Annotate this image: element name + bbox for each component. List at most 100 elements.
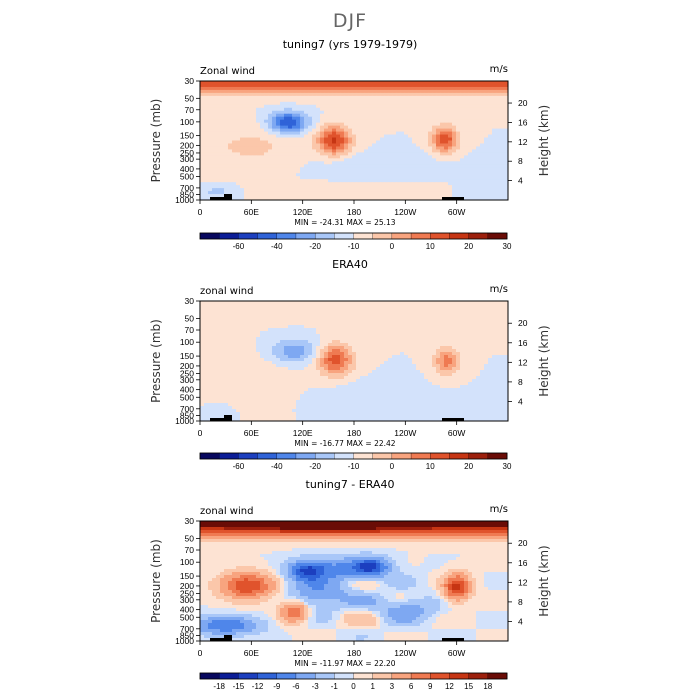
heatmap-cell [364, 188, 369, 192]
heatmap-cell [208, 110, 213, 115]
heatmap-cell [452, 343, 457, 347]
heatmap-cell [448, 155, 453, 159]
heatmap-cell [332, 191, 337, 195]
heatmap-cell [456, 358, 461, 362]
heatmap-cell [276, 337, 281, 341]
heatmap-cell [400, 340, 405, 344]
heatmap-cell [252, 140, 257, 144]
heatmap-cell [460, 194, 465, 198]
heatmap-cell [248, 170, 253, 174]
heatmap-cell [472, 358, 477, 362]
heatmap-cell [420, 179, 425, 183]
heatmap-cell [300, 104, 305, 109]
heatmap-cell [292, 355, 297, 359]
heatmap-cell [336, 185, 341, 189]
heatmap-cell [352, 194, 357, 198]
heatmap-cell [384, 149, 389, 153]
heatmap-cell [212, 325, 217, 329]
heatmap-cell [384, 364, 389, 368]
heatmap-cell [372, 319, 377, 323]
heatmap-cell [232, 167, 237, 171]
heatmap-cell [452, 107, 457, 112]
heatmap-cell [232, 107, 237, 112]
heatmap-cell [212, 131, 217, 136]
heatmap-cell [496, 113, 501, 118]
heatmap-cell [236, 86, 241, 91]
heatmap-cell [300, 176, 305, 180]
heatmap-cell [308, 110, 313, 115]
heatmap-cell [336, 325, 341, 329]
heatmap-cell [236, 149, 241, 153]
heatmap-cell [460, 182, 465, 186]
heatmap-cell [228, 81, 233, 85]
heatmap-cell [200, 197, 205, 201]
heatmap-cell [384, 301, 389, 305]
heatmap-cell [216, 316, 221, 320]
heatmap-cell [204, 179, 209, 183]
heatmap-cell [260, 322, 265, 326]
heatmap-cell [248, 122, 253, 127]
heatmap-cell [324, 325, 329, 329]
heatmap-cell [440, 146, 445, 150]
heatmap-cell [272, 349, 277, 353]
heatmap-cell [432, 307, 437, 311]
heatmap-cell [352, 122, 357, 127]
heatmap-cell [336, 81, 341, 85]
heatmap-cell [312, 101, 317, 106]
heatmap-cell [376, 101, 381, 106]
heatmap-cell [500, 83, 505, 88]
heatmap-cell [312, 86, 317, 91]
heatmap-cell [340, 140, 345, 144]
heatmap-cell [272, 167, 277, 171]
heatmap-cell [428, 328, 433, 332]
heatmap-cell [448, 164, 453, 168]
heatmap-cell [352, 110, 357, 115]
heatmap-cell [248, 316, 253, 320]
heatmap-cell [436, 149, 441, 153]
heatmap-cell [504, 188, 509, 192]
heatmap-cell [444, 113, 449, 118]
heatmap-cell [212, 140, 217, 144]
heatmap-cell [220, 304, 225, 308]
heatmap-cell [332, 137, 337, 142]
heatmap-cell [368, 140, 373, 144]
heatmap-cell [264, 167, 269, 171]
heatmap-cell [420, 146, 425, 150]
heatmap-cell [356, 128, 361, 133]
heatmap-cell [332, 92, 337, 97]
heatmap-cell [272, 164, 277, 168]
heatmap-cell [404, 110, 409, 115]
heatmap-cell [316, 191, 321, 195]
heatmap-cell [420, 361, 425, 365]
heatmap-cell [232, 343, 237, 347]
heatmap-cell [324, 349, 329, 353]
heatmap-cell [448, 352, 453, 356]
heatmap-cell [324, 134, 329, 139]
heatmap-cell [500, 367, 505, 371]
heatmap-cell [324, 107, 329, 112]
heatmap-cell [440, 310, 445, 314]
heatmap-cell [324, 140, 329, 144]
heatmap-cell [340, 158, 345, 162]
heatmap-cell [500, 164, 505, 168]
heatmap-cell [348, 185, 353, 189]
heatmap-cell [208, 131, 213, 136]
heatmap-cell [488, 143, 493, 147]
heatmap-cell [488, 86, 493, 91]
heatmap-cell [280, 158, 285, 162]
heatmap-cell [224, 170, 229, 174]
heatmap-cell [280, 86, 285, 91]
heatmap-cell [204, 125, 209, 130]
heatmap-cell [392, 334, 397, 338]
heatmap-cell [360, 143, 365, 147]
heatmap-cell [292, 116, 297, 121]
heatmap-cell [380, 197, 385, 201]
heatmap-cell [384, 346, 389, 350]
heatmap-cell [240, 158, 245, 162]
heatmap-cell [408, 361, 413, 365]
heatmap-cell [216, 367, 221, 371]
heatmap-cell [356, 122, 361, 127]
heatmap-cell [456, 367, 461, 371]
heatmap-cell [456, 307, 461, 311]
heatmap-cell [432, 301, 437, 305]
